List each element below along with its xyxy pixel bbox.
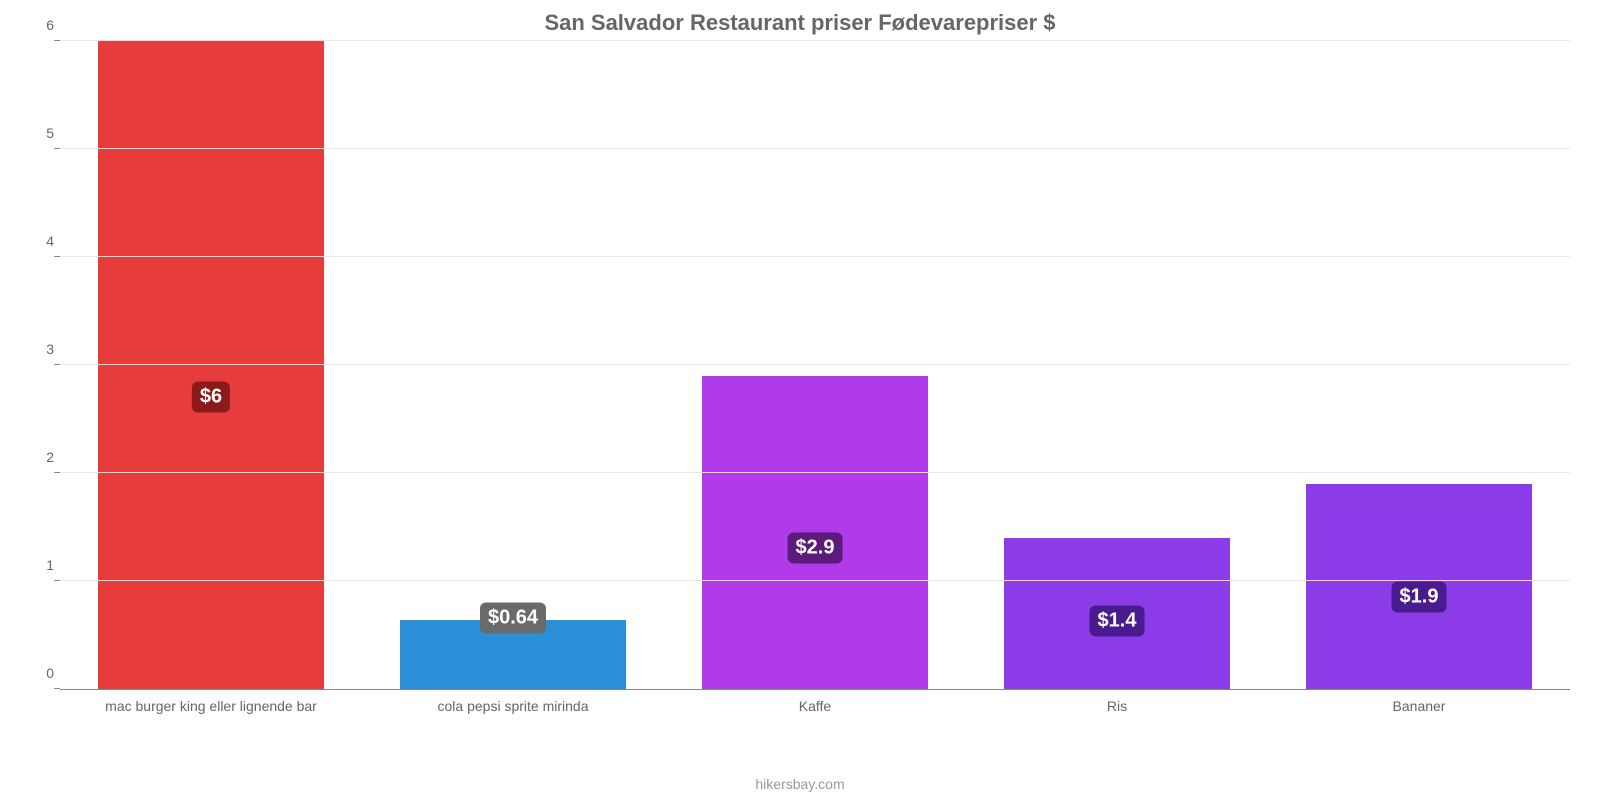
value-label: $0.64	[480, 602, 546, 633]
value-label: $2.9	[788, 533, 843, 564]
ytick-mark	[54, 40, 60, 41]
ytick-mark	[54, 472, 60, 473]
plot-area: $6$0.64$2.9$1.4$1.9 0123456	[60, 42, 1570, 690]
ytick-label: 3	[26, 341, 54, 357]
value-label: $1.4	[1090, 605, 1145, 636]
x-axis-label: Ris	[966, 698, 1268, 714]
ytick-mark	[54, 256, 60, 257]
bar-slot: $1.9	[1268, 42, 1570, 689]
bar-slot: $1.4	[966, 42, 1268, 689]
ytick-mark	[54, 688, 60, 689]
gridline	[60, 580, 1570, 581]
bar-slot: $6	[60, 42, 362, 689]
x-axis-label: Bananer	[1268, 698, 1570, 714]
value-label: $1.9	[1392, 581, 1447, 612]
ytick-label: 2	[26, 449, 54, 465]
ytick-label: 0	[26, 665, 54, 681]
gridline	[60, 256, 1570, 257]
ytick-mark	[54, 148, 60, 149]
gridline	[60, 148, 1570, 149]
x-axis-label: Kaffe	[664, 698, 966, 714]
chart-title: San Salvador Restaurant priser Fødevarep…	[20, 10, 1580, 36]
bar: $0.64	[400, 620, 627, 689]
ytick-label: 5	[26, 125, 54, 141]
x-axis-labels: mac burger king eller lignende barcola p…	[60, 698, 1570, 714]
ytick-label: 6	[26, 17, 54, 33]
price-chart: San Salvador Restaurant priser Fødevarep…	[0, 0, 1600, 800]
value-label: $6	[192, 382, 230, 413]
ytick-mark	[54, 580, 60, 581]
bar: $6	[98, 41, 325, 689]
bar: $1.9	[1306, 484, 1533, 689]
x-axis-label: mac burger king eller lignende bar	[60, 698, 362, 714]
gridline	[60, 364, 1570, 365]
bar: $1.4	[1004, 538, 1231, 689]
x-axis-label: cola pepsi sprite mirinda	[362, 698, 664, 714]
bar-slot: $2.9	[664, 42, 966, 689]
bars-container: $6 $0.64 $2.9 $1.4 $1.9	[60, 42, 1570, 689]
chart-credit: hikersbay.com	[0, 776, 1600, 792]
ytick-label: 4	[26, 233, 54, 249]
gridline	[60, 40, 1570, 41]
bar-slot: $0.64	[362, 42, 664, 689]
gridline	[60, 472, 1570, 473]
bar: $2.9	[702, 376, 929, 689]
ytick-mark	[54, 364, 60, 365]
ytick-label: 1	[26, 557, 54, 573]
